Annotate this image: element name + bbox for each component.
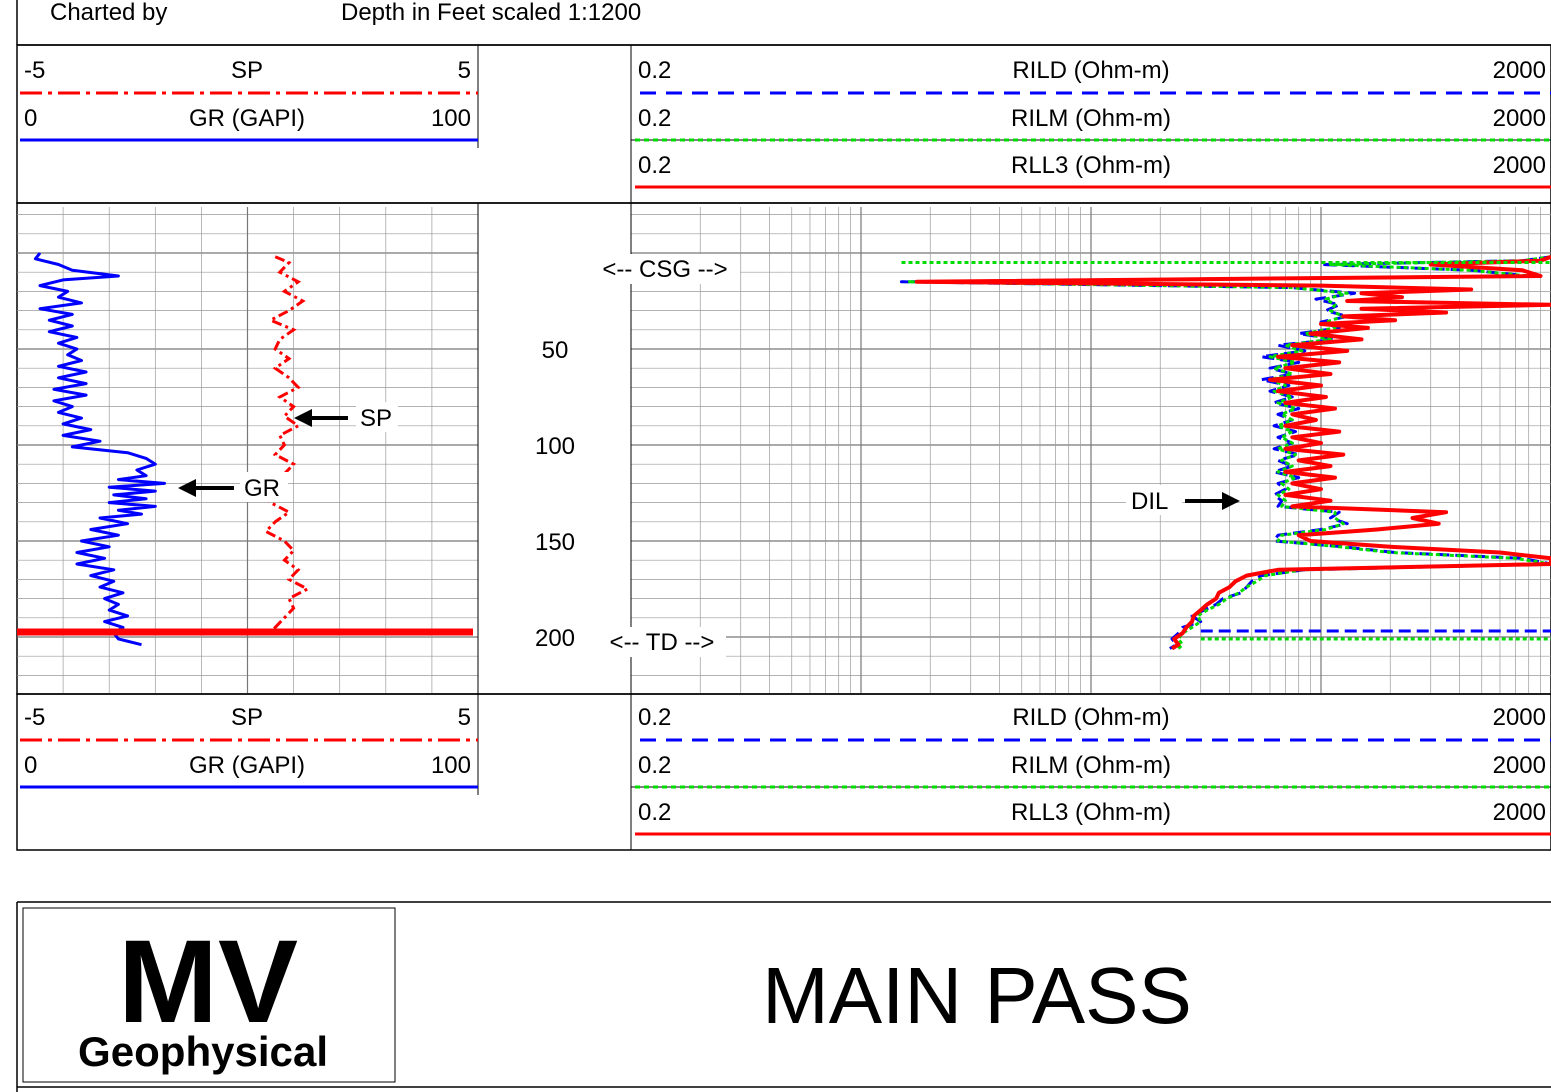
depth-tick-label: 200 (535, 625, 575, 652)
logo-box (22, 907, 396, 1083)
pass-title: MAIN PASS (762, 951, 1192, 1040)
gr-scale-min-bottom: 0 (24, 752, 37, 779)
rilm-scale-max: 2000 (1493, 105, 1546, 132)
rild-scale-min-bottom: 0.2 (638, 704, 671, 731)
depth-axis: 50 100 150 200 (535, 337, 575, 652)
logo-company: Geophysical (78, 1028, 328, 1075)
rilm-scale-min-bottom: 0.2 (638, 752, 671, 779)
gr-scale-max: 100 (431, 105, 471, 132)
rilm-curve-name-bottom: RILM (Ohm-m) (1011, 752, 1171, 779)
rilm-scale-min: 0.2 (638, 105, 671, 132)
gr-scale-min: 0 (24, 105, 37, 132)
gr-curve-name: GR (GAPI) (189, 105, 305, 132)
rild-curve-name-bottom: RILD (Ohm-m) (1012, 704, 1169, 731)
rll3-curve (914, 254, 1551, 651)
track1-grid (17, 207, 478, 694)
depth-tick-label: 100 (535, 433, 575, 460)
rild-scale-max-bottom: 2000 (1493, 704, 1546, 731)
gr-annotation: GR (244, 475, 280, 502)
gr-curve-name-bottom: GR (GAPI) (189, 752, 305, 779)
rilm-curve-name: RILM (Ohm-m) (1011, 105, 1171, 132)
sp-scale-min: -5 (24, 57, 45, 84)
rll3-curve-name-bottom: RLL3 (Ohm-m) (1011, 799, 1171, 826)
track1-curves (17, 252, 473, 647)
dil-annotation: DIL (1131, 488, 1168, 515)
depth-tick-label: 50 (542, 337, 569, 364)
bottom-legend-panel: -5 SP 5 0 GR (GAPI) 100 0.2 RILD (Ohm-m)… (16, 693, 1551, 851)
log-footer: MV Geophysical MAIN PASS (16, 901, 1551, 1092)
annotations: <-- CSG --> <-- TD --> SP GR DIL (178, 254, 1240, 657)
logo-mv: MV (118, 916, 298, 1048)
top-legend-panel: -5 SP 5 0 GR (GAPI) 100 0.2 RILD (Ohm-m)… (16, 44, 1551, 204)
td-annotation: <-- TD --> (610, 629, 715, 656)
sp-curve-name-bottom: SP (231, 704, 263, 731)
rild-scale-max: 2000 (1493, 57, 1546, 84)
charted-by-label: Charted by (50, 0, 167, 26)
rll3-scale-max-bottom: 2000 (1493, 799, 1546, 826)
csg-annotation: <-- CSG --> (602, 256, 727, 283)
gr-scale-max-bottom: 100 (431, 752, 471, 779)
rll3-curve-name: RLL3 (Ohm-m) (1011, 152, 1171, 179)
log-header: Charted by Depth in Feet scaled 1:1200 (16, 0, 1551, 46)
gr-arrow (178, 479, 234, 497)
rild-scale-min: 0.2 (638, 57, 671, 84)
rilm-curve (906, 255, 1551, 650)
depth-tick-label: 150 (535, 529, 575, 556)
depth-scale-label: Depth in Feet scaled 1:1200 (341, 0, 641, 26)
rll3-scale-min: 0.2 (638, 152, 671, 179)
gr-curve (33, 252, 166, 647)
sp-scale-max: 5 (458, 57, 471, 84)
rll3-scale-max: 2000 (1493, 152, 1546, 179)
rll3-scale-min-bottom: 0.2 (638, 799, 671, 826)
sp-annotation: SP (360, 405, 392, 432)
rilm-scale-max-bottom: 2000 (1493, 752, 1546, 779)
rild-curve-name: RILD (Ohm-m) (1012, 57, 1169, 84)
plot-area: 50 100 150 200 <-- CSG --> <-- TD --> SP GR… (16, 202, 1551, 695)
dil-arrow (1185, 492, 1240, 510)
sp-scale-max-bottom: 5 (458, 704, 471, 731)
sp-curve-name: SP (231, 57, 263, 84)
track2-curves (900, 254, 1551, 651)
sp-arrow (294, 409, 348, 427)
sp-curve (258, 255, 311, 637)
sp-scale-min-bottom: -5 (24, 704, 45, 731)
